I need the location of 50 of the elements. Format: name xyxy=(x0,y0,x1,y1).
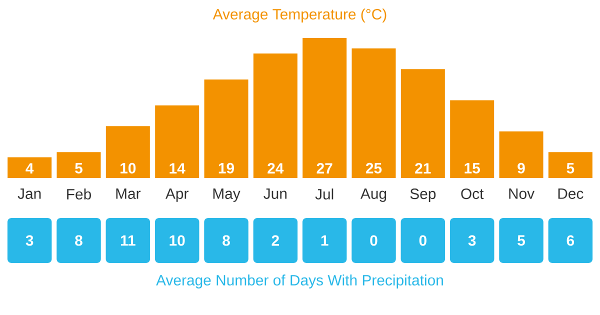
x-tick-label: Apr xyxy=(165,188,188,202)
x-tick-label: Nov xyxy=(509,188,534,199)
data-label: 24 xyxy=(268,163,284,174)
x-tick-label: Jan xyxy=(18,188,41,199)
bar xyxy=(106,126,150,178)
text: 11 xyxy=(120,235,136,246)
bar xyxy=(548,152,592,178)
text: Average Number of Days With Precipitation xyxy=(156,274,443,288)
x-tick-label: Dec xyxy=(558,188,584,199)
bar xyxy=(302,38,347,178)
bar xyxy=(56,152,101,178)
x-tick-label: Oct xyxy=(461,188,484,200)
data-label: 25 xyxy=(366,162,382,174)
text: 3 xyxy=(26,235,34,246)
text: 1 xyxy=(321,235,328,246)
text: 5 xyxy=(518,235,525,246)
bar xyxy=(204,79,248,178)
chart-title: Average Temperature (°C) xyxy=(212,8,386,22)
bar xyxy=(253,54,298,178)
data-label: 5 xyxy=(75,163,82,174)
text: 8 xyxy=(222,235,230,246)
x-tick-label: May xyxy=(213,188,240,202)
x-tick-label: Jun xyxy=(264,188,286,199)
bar xyxy=(400,69,445,178)
x-tick-label: Aug xyxy=(360,188,386,202)
data-label: 27 xyxy=(316,163,332,174)
text: 6 xyxy=(566,235,574,246)
bar xyxy=(499,131,544,178)
text: 0 xyxy=(370,235,378,246)
text: 2 xyxy=(272,235,279,246)
text: 0 xyxy=(419,235,426,246)
data-label: 9 xyxy=(518,162,525,174)
data-label: 5 xyxy=(566,163,574,174)
data-label: 10 xyxy=(120,162,136,174)
data-label: 4 xyxy=(26,163,34,174)
x-tick-label: Sep xyxy=(410,188,436,202)
data-label: 15 xyxy=(464,163,480,174)
data-label: 19 xyxy=(218,162,234,174)
bar xyxy=(450,100,494,178)
text: 3 xyxy=(468,235,476,246)
text: 8 xyxy=(75,235,82,246)
data-label: 21 xyxy=(415,163,431,174)
text: 10 xyxy=(170,235,185,246)
x-tick-label: Feb xyxy=(67,188,91,200)
bar xyxy=(155,105,200,178)
x-tick-label: Jul xyxy=(315,188,334,200)
x-tick-label: Mar xyxy=(116,188,141,199)
data-label: 14 xyxy=(170,163,186,174)
bar xyxy=(8,157,52,178)
bar xyxy=(352,48,396,178)
